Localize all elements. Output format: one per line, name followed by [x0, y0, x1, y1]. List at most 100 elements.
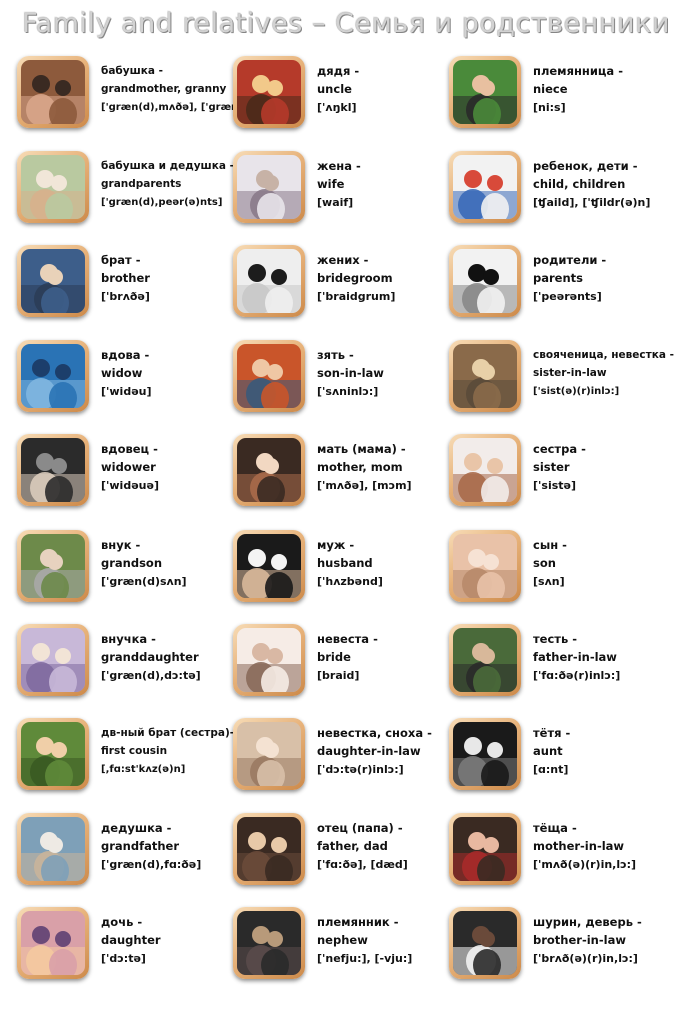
vocab-card-children: ребенок, дети - child, children [ʧaild], [… [449, 151, 664, 231]
photo-frame [449, 813, 521, 885]
english-word: son [533, 556, 556, 570]
transcription: ['græn(d)sʌn] [101, 575, 187, 588]
children-photo-icon [453, 155, 517, 219]
vocab-text: внук - grandson ['græn(d)sʌn] [101, 536, 231, 591]
english-word: niece [533, 82, 568, 96]
russian-word: мать (мама) - [317, 442, 406, 456]
father-photo-icon [237, 817, 301, 881]
russian-word: бабушка и дедушка - [101, 160, 234, 172]
vocab-text: тётя - aunt [ɑ:nt] [533, 724, 663, 779]
sister-in-law-photo-icon [453, 344, 517, 408]
russian-word: сестра - [533, 442, 586, 456]
english-word: mother, mom [317, 460, 403, 474]
photo-frame [233, 907, 305, 979]
english-word: bride [317, 650, 351, 664]
vocab-card-grandfather: дедушка - grandfather ['græn(d),fɑ:ðə] [17, 813, 232, 893]
vocab-text: шурин, деверь - brother-in-law ['brʌð(ə)(r… [533, 913, 663, 968]
vocab-card-wife: жена - wife [waif] [233, 151, 448, 231]
vocab-card-brother: брат - brother ['brʌðə] [17, 245, 232, 325]
russian-word: родители - [533, 253, 607, 267]
russian-word: тесть - [533, 632, 577, 646]
transcription: ['brʌðə] [101, 290, 150, 303]
vocab-text: дочь - daughter ['dɔ:tə] [101, 913, 231, 968]
granddaughter-photo-icon [21, 628, 85, 692]
english-word: child, children [533, 177, 626, 191]
russian-word: сын - [533, 538, 567, 552]
vocab-text: племянник - nephew ['nefju:], [-vju:] [317, 913, 447, 968]
vocab-card-mother: мать (мама) - mother, mom ['mʌðə], [mɔm] [233, 434, 448, 514]
vocab-card-bride: невеста - bride [braid] [233, 624, 448, 704]
photo-frame [233, 624, 305, 696]
russian-word: племянница - [533, 64, 623, 78]
english-word: son-in-law [317, 366, 384, 380]
son-in-law-photo-icon [237, 344, 301, 408]
english-word: grandparents [101, 178, 182, 190]
groom-photo-icon [237, 249, 301, 313]
english-word: daughter [101, 933, 161, 947]
transcription: ['græn(d),mʌðə], ['græni] [101, 102, 247, 113]
vocab-text: дедушка - grandfather ['græn(d),fɑ:ðə] [101, 819, 231, 874]
vocab-card-cousin: дв-ный брат (сестра)- first cousin [,fɑ:st… [17, 718, 234, 798]
russian-word: внучка - [101, 632, 156, 646]
vocab-card-widow: вдова - widow ['widəu] [17, 340, 232, 420]
photo-frame [233, 434, 305, 506]
vocab-text: мать (мама) - mother, mom ['mʌðə], [mɔm] [317, 440, 447, 495]
photo-frame [449, 434, 521, 506]
ring-photo-icon [237, 155, 301, 219]
english-word: brother [101, 271, 150, 285]
russian-word: ребенок, дети - [533, 159, 638, 173]
vocab-text: вдова - widow ['widəu] [101, 346, 231, 401]
transcription: ['dɔ:tə] [101, 952, 146, 965]
vocab-text: бабушка и дедушка - grandparents ['græn(d)… [101, 157, 234, 212]
english-word: nephew [317, 933, 368, 947]
bride-photo-icon [237, 628, 301, 692]
transcription: ['peərənts] [533, 290, 602, 303]
photo-frame [233, 56, 305, 128]
photo-frame [233, 245, 305, 317]
vocab-card-soninlaw: зять - son-in-law ['sʌninlɔ:] [233, 340, 448, 420]
transcription: [ni:s] [533, 101, 566, 114]
parents-photo-icon [453, 249, 517, 313]
photo-frame [233, 340, 305, 412]
transcription: ['mʌðə], [mɔm] [317, 479, 412, 492]
vocab-text: отец (папа) - father, dad ['fɑ:ðə], [dæd] [317, 819, 447, 874]
english-word: daughter-in-law [317, 744, 421, 758]
transcription: ['sist(ə)(r)inlɔ:] [533, 386, 620, 397]
vocab-text: бабушка - grandmother, granny ['græn(d),mʌ… [101, 62, 247, 117]
vocab-text: зять - son-in-law ['sʌninlɔ:] [317, 346, 447, 401]
english-word: wife [317, 177, 345, 191]
russian-word: невеста - [317, 632, 378, 646]
russian-word: шурин, деверь - [533, 915, 642, 929]
photo-frame [449, 56, 521, 128]
transcription: ['fɑ:ðə(r)inlɔ:] [533, 669, 621, 682]
russian-word: отец (папа) - [317, 821, 403, 835]
vocab-text: жених - bridegroom ['braidgrum] [317, 251, 447, 306]
photo-frame [17, 151, 89, 223]
photo-frame [449, 245, 521, 317]
vocab-card-parents: родители - parents ['peərənts] [449, 245, 664, 325]
english-word: father-in-law [533, 650, 617, 664]
brothers-photo-icon [21, 249, 85, 313]
transcription: ['græn(d),peər(ə)nts] [101, 197, 223, 208]
vocab-card-son: сын - son [sʌn] [449, 530, 664, 610]
russian-word: тёща - [533, 821, 577, 835]
sisters-photo-icon [453, 438, 517, 502]
vocab-card-sisterinlaw: свояченица, невестка - sister-in-law ['sis… [449, 340, 674, 420]
english-word: first cousin [101, 745, 168, 757]
transcription: [waif] [317, 196, 354, 209]
vocab-text: дв-ный брат (сестра)- first cousin [,fɑ:st… [101, 724, 234, 779]
grandfather-photo-icon [21, 817, 85, 881]
photo-frame [17, 434, 89, 506]
daughter-in-law-photo-icon [237, 722, 301, 786]
russian-word: дедушка - [101, 821, 172, 835]
grandparents-photo-icon [21, 155, 85, 219]
vocab-text: жена - wife [waif] [317, 157, 447, 212]
english-word: uncle [317, 82, 352, 96]
russian-word: племянник - [317, 915, 399, 929]
transcription: ['widəu] [101, 385, 152, 398]
photo-frame [17, 718, 89, 790]
vocab-card-bridegroom: жених - bridegroom ['braidgrum] [233, 245, 448, 325]
photo-frame [233, 151, 305, 223]
vocab-text: тесть - father-in-law ['fɑ:ðə(r)inlɔ:] [533, 630, 663, 685]
transcription: ['græn(d),dɔ:tə] [101, 669, 201, 682]
